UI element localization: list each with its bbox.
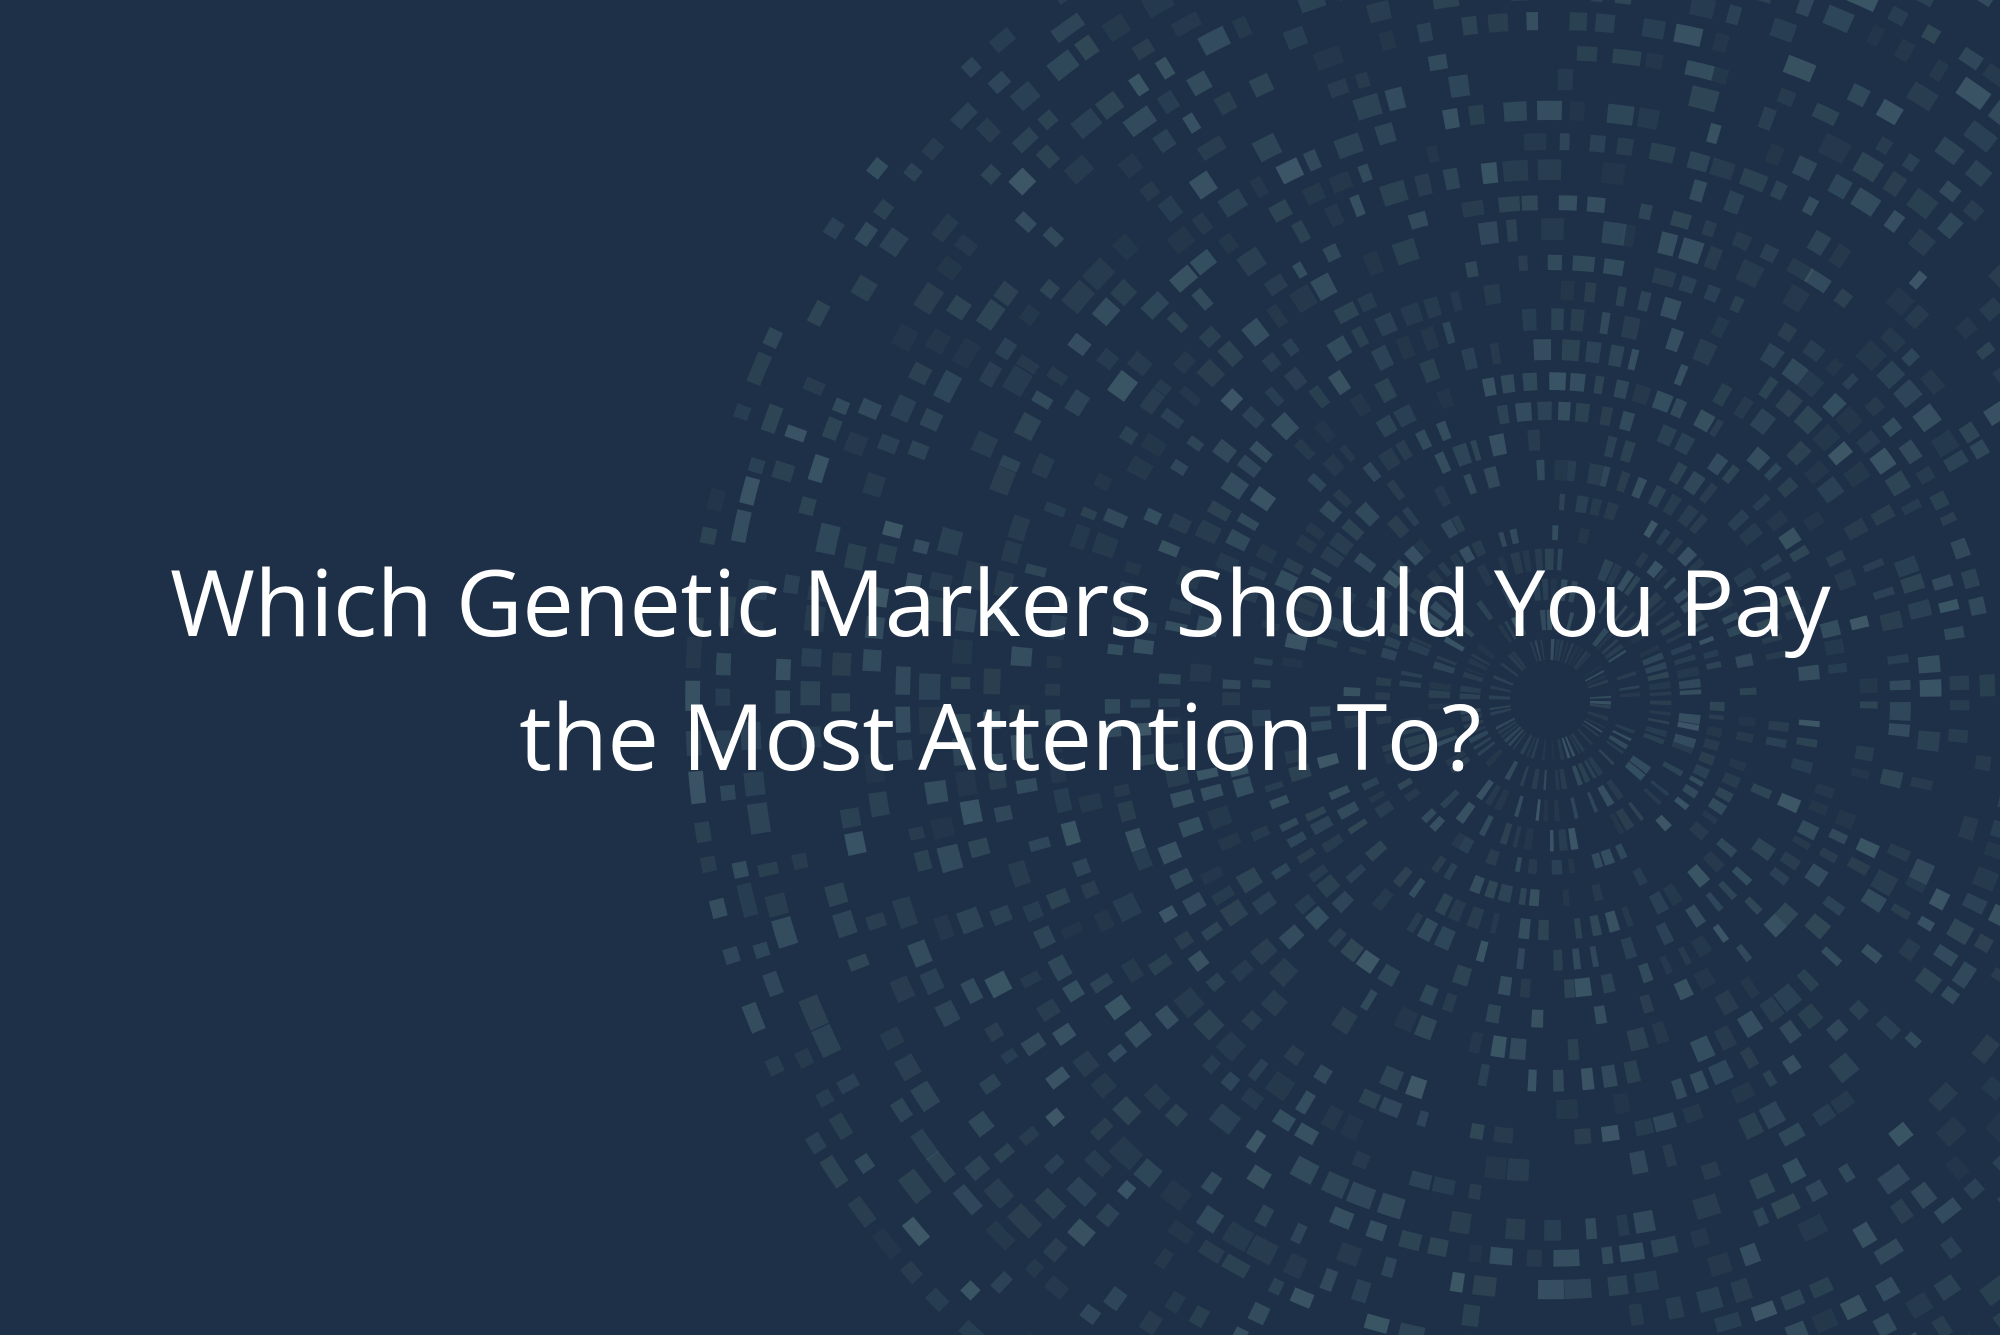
hero-banner: Which Genetic Markers Should You Pay the…	[0, 0, 2000, 1335]
hero-title: Which Genetic Markers Should You Pay the…	[0, 534, 2000, 801]
